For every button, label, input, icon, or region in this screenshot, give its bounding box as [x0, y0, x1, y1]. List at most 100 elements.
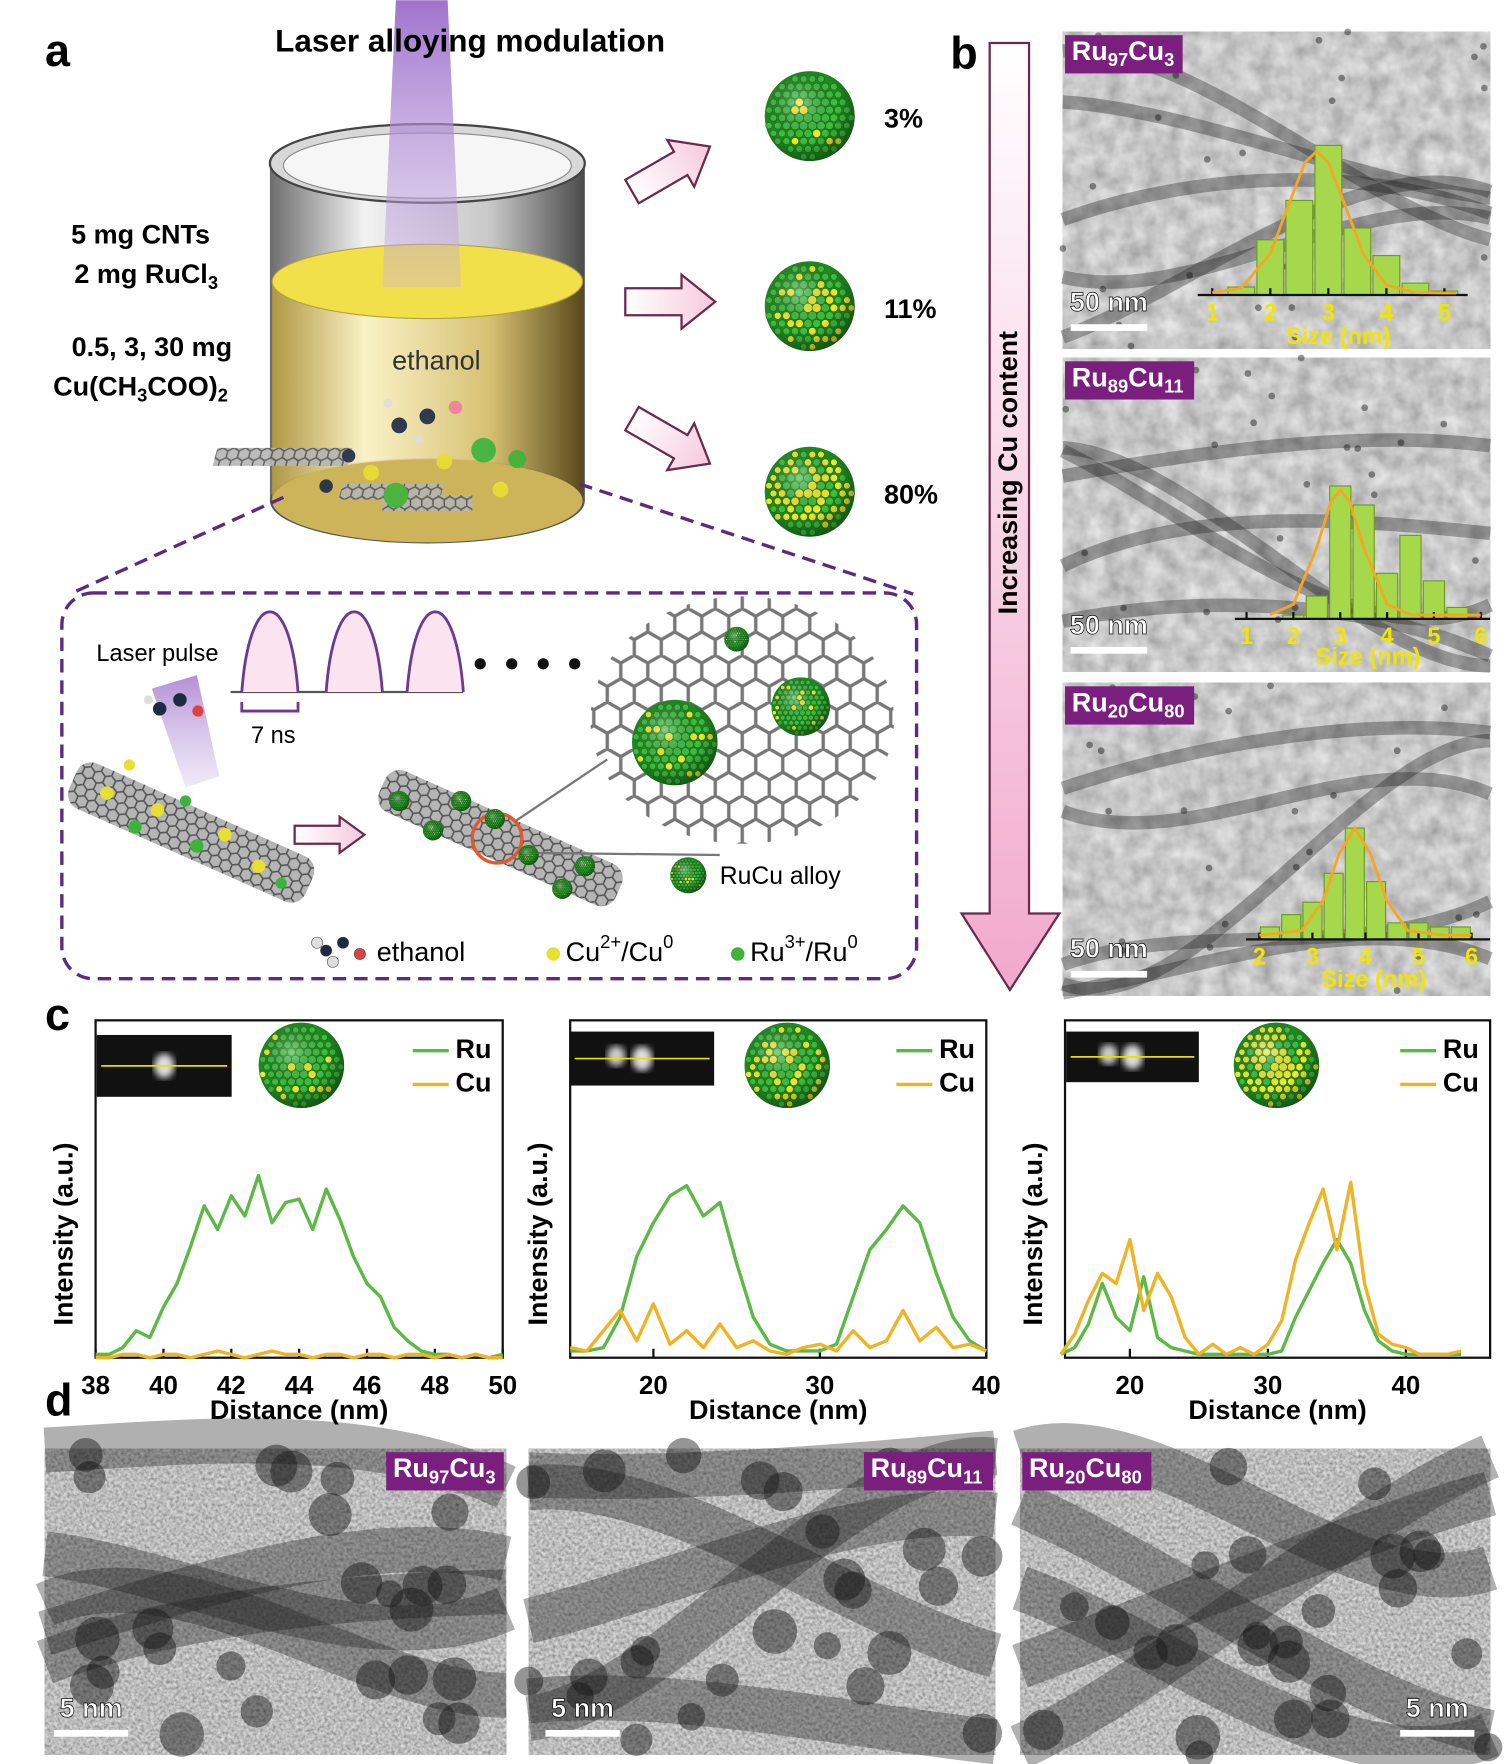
- particle: [1338, 74, 1345, 82]
- alloy-sphere: [258, 1022, 345, 1109]
- micrograph: [514, 1430, 1003, 1764]
- bar: [1281, 914, 1302, 940]
- fit-line: [1269, 487, 1481, 617]
- text-part: 89: [1108, 375, 1128, 396]
- particle: [1455, 914, 1463, 921]
- particle: [1472, 557, 1479, 564]
- x-tick-label: 5: [1438, 300, 1451, 326]
- alloy-sphere: [1233, 1022, 1320, 1109]
- particle: [846, 1667, 885, 1706]
- micrograph-image: [44, 1448, 507, 1755]
- particle: [1330, 792, 1337, 799]
- particle: [1023, 1709, 1064, 1751]
- percentage: 11%: [884, 294, 937, 324]
- particle: [1415, 952, 1422, 960]
- scale-bar: [1070, 646, 1148, 654]
- particle: [1311, 1699, 1350, 1739]
- sample-label: Ru20Cu80: [1072, 687, 1185, 721]
- text-part: 3: [485, 1466, 495, 1487]
- particle: [389, 1587, 434, 1632]
- x-tick-label: 30: [805, 1372, 834, 1400]
- particle: [918, 1566, 959, 1606]
- particle: [308, 1493, 352, 1536]
- bar: [1256, 239, 1285, 296]
- tube: [1012, 1471, 1497, 1688]
- panel-b-arrow: [959, 41, 1062, 993]
- particle: [805, 1514, 840, 1549]
- fit-line: [1259, 825, 1472, 937]
- particle: [1480, 254, 1488, 261]
- particle: [1399, 1530, 1442, 1573]
- text-part: Ru: [1072, 36, 1108, 66]
- particle: [1397, 439, 1405, 447]
- particle: [1473, 911, 1480, 918]
- text-part: 3+: [785, 931, 806, 952]
- micrograph-image: [1020, 1448, 1491, 1755]
- particle: [1440, 420, 1448, 428]
- x-axis-label: Distance (nm): [1188, 1395, 1366, 1425]
- particle: [961, 1535, 1003, 1577]
- text-part: 5 mg CNTs: [71, 220, 210, 250]
- particle: [1292, 863, 1300, 871]
- series-line: [569, 1302, 987, 1357]
- particle: [1221, 920, 1229, 928]
- text-part: 0.5, 3, 30 mg: [72, 332, 233, 362]
- text-part: /Ru: [806, 937, 848, 967]
- scale-bar: [1400, 1729, 1475, 1737]
- alloy-sphere: [764, 446, 855, 537]
- particle: [1244, 370, 1252, 377]
- particle: [1203, 155, 1211, 163]
- scale-label: 5 nm: [551, 1693, 614, 1723]
- scale-bar: [53, 1729, 129, 1737]
- particle: [1328, 97, 1336, 105]
- sphere-shade: [744, 1022, 830, 1109]
- particle: [1480, 42, 1487, 50]
- particle: [356, 1660, 396, 1700]
- x-tick-label: 48: [420, 1372, 449, 1400]
- particle: [216, 1651, 246, 1681]
- series-line: [570, 1183, 988, 1353]
- text-part: Ru: [750, 937, 785, 967]
- particle: [1343, 444, 1351, 451]
- sample-label: Ru89Cu11: [1072, 362, 1184, 396]
- particle: [1361, 404, 1369, 412]
- panel-letter: c: [45, 989, 70, 1040]
- particle: [1228, 1536, 1267, 1574]
- particle: [73, 1461, 106, 1494]
- particle: [962, 1713, 1003, 1753]
- alloy-sphere: [670, 857, 707, 894]
- text-part: 20: [1108, 700, 1128, 721]
- particle: [1099, 285, 1107, 293]
- tube: [1059, 514, 1491, 572]
- tube: [1060, 173, 1493, 226]
- particle: [1062, 405, 1070, 413]
- tube: [1060, 721, 1491, 795]
- x-tick-label: 3: [1306, 945, 1319, 971]
- particle: [1276, 535, 1284, 542]
- alloy-sphere: [771, 677, 831, 736]
- x-axis-label: Size (nm): [1321, 967, 1426, 993]
- particle: [1081, 549, 1089, 557]
- text-part: COO): [147, 371, 217, 401]
- text-part: 97: [1108, 49, 1128, 70]
- text-part: Ru: [1029, 1453, 1065, 1483]
- x-tick-label: 4: [1381, 624, 1394, 650]
- scale-bar: [1070, 970, 1148, 978]
- x-tick-label: 1: [1240, 624, 1253, 650]
- text-part: Cu(CH: [53, 371, 137, 401]
- x-tick-label: 3: [1322, 300, 1335, 326]
- x-tick-label: 5: [1412, 945, 1425, 971]
- sphere-shade: [764, 446, 855, 537]
- text-part: Cu: [927, 1453, 963, 1483]
- panel-letter: b: [950, 27, 977, 78]
- micrograph: [35, 1418, 516, 1757]
- bar: [1329, 485, 1352, 620]
- legend-label: Ru: [455, 1034, 491, 1064]
- x-tick-label: 46: [353, 1372, 382, 1400]
- particle: [1175, 1714, 1221, 1760]
- particle: [1211, 441, 1219, 449]
- tube: [38, 1526, 512, 1655]
- text-part: 11: [963, 1466, 982, 1487]
- text-part: Ru: [1072, 687, 1108, 717]
- particle: [1274, 1699, 1313, 1739]
